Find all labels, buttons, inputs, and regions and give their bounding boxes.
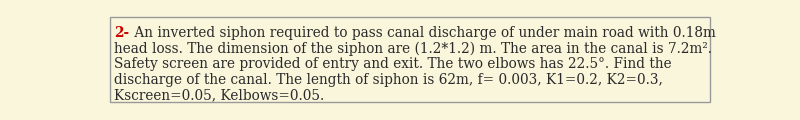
Text: 2-: 2-: [114, 26, 129, 40]
Text: Kscreen=0.05, Kelbows=0.05.: Kscreen=0.05, Kelbows=0.05.: [114, 88, 324, 102]
Text: Safety screen are provided of entry and exit. The two elbows has 22.5°. Find the: Safety screen are provided of entry and …: [114, 57, 671, 71]
Text: head loss. The dimension of the siphon are (1.2*1.2) m. The area in the canal is: head loss. The dimension of the siphon a…: [114, 42, 712, 56]
Text: discharge of the canal. The length of siphon is 62m, f= 0.003, K1=0.2, K2=0.3,: discharge of the canal. The length of si…: [114, 73, 662, 87]
FancyBboxPatch shape: [110, 17, 710, 102]
Text: An inverted siphon required to pass canal discharge of under main road with 0.18: An inverted siphon required to pass cana…: [130, 26, 716, 40]
